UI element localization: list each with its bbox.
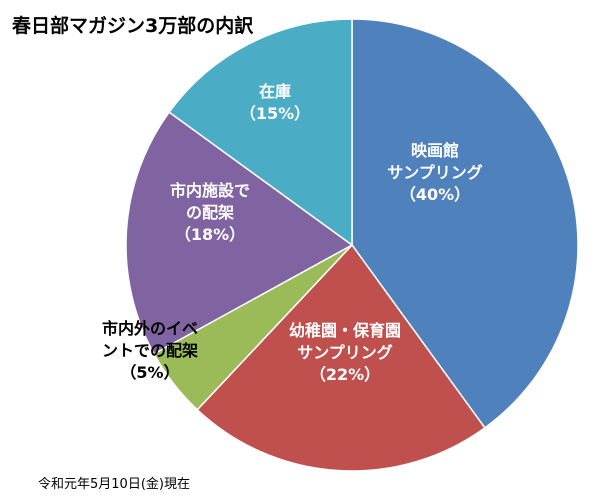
slice-label-line: 映画館 <box>411 141 459 160</box>
slice-label-5: 在庫 （15%） <box>240 82 310 123</box>
slice-label-line: サンプリング <box>387 163 483 182</box>
as-of-date-note: 令和元年5月10日(金)現在 <box>38 476 190 492</box>
pie-slice-1 <box>351 18 579 429</box>
slice-label-line: 在庫 <box>259 82 291 101</box>
slice-label-line: （18%） <box>175 225 245 244</box>
slice-label-line: 市内外のイベ <box>102 319 198 338</box>
slice-label-line: （15%） <box>240 104 310 123</box>
slice-label-4: 市内施設での配架 （18%） <box>170 181 250 244</box>
slice-label-line: 幼稚園・保育園 <box>289 321 401 340</box>
pie-slices <box>125 18 579 472</box>
slice-label-line: （5%） <box>120 363 179 382</box>
slice-label-line: 市内施設で <box>170 181 250 200</box>
slice-label-line: ントでの配架 <box>102 341 198 360</box>
slice-label-3: 市内外のイベントでの配架 （5%） <box>102 319 198 382</box>
slice-label-line: サンプリング <box>297 343 393 362</box>
pie-slice-4 <box>125 111 354 355</box>
slice-label-line: （40%） <box>400 185 470 204</box>
slice-label-1: 映画館サンプリング （40%） <box>387 141 483 204</box>
chart-title: 春日部マガジン3万部の内訳 <box>12 14 254 37</box>
slice-label-line: の配架 <box>186 203 234 222</box>
pie-slice-5 <box>168 18 353 247</box>
slice-label-line: （22%） <box>310 365 380 384</box>
pie-slice-2 <box>196 243 486 472</box>
slice-labels: 映画館サンプリング（40%）幼稚園・保育園サンプリング（22%）市内外のイベント… <box>102 82 483 384</box>
slice-label-2: 幼稚園・保育園サンプリング （22%） <box>289 321 401 384</box>
